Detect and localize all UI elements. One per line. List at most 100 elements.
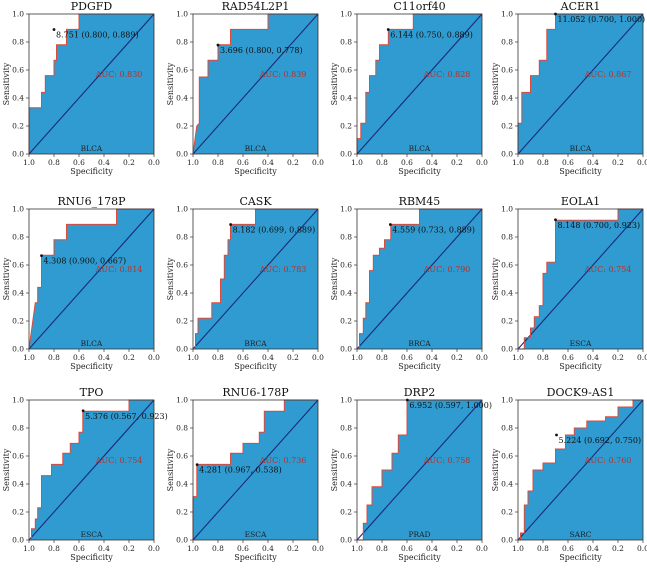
- x-tick-label: 0.8: [48, 353, 60, 362]
- y-tick-label: 0.6: [12, 261, 24, 270]
- y-tick-label: 0.4: [501, 289, 513, 298]
- y-tick-label: 0.4: [12, 289, 24, 298]
- cohort-label: BLCA: [409, 144, 431, 153]
- y-tick-label: 1.0: [340, 396, 352, 405]
- reference-diagonal: [192, 208, 319, 350]
- x-axis-label: Specificity: [234, 167, 277, 176]
- x-tick-label: 0.4: [262, 158, 274, 167]
- x-tick-label: 1.0: [23, 353, 35, 362]
- panel-title: CASK: [239, 195, 272, 208]
- plot-frame: [517, 208, 644, 350]
- y-tick-label: 0.8: [501, 38, 513, 47]
- panel-title: RBM45: [399, 195, 441, 208]
- panel-title: DOCK9-AS1: [547, 386, 615, 399]
- y-tick-label: 0.2: [501, 508, 513, 517]
- reference-diagonal: [192, 13, 319, 155]
- roc-panel: PDGFD 0.0 0.2 0.4 0.6 0.8 1.0 1.0 0.8 0.6 0.4 0.2 0.…: [2, 0, 160, 176]
- y-tick-label: 0.2: [340, 122, 352, 131]
- panel-title: DRP2: [404, 386, 436, 399]
- cutoff-point: [555, 433, 558, 437]
- x-axis-label: Specificity: [559, 167, 602, 176]
- cutoff-annotation: 6.144 (0.750, 0.889): [390, 31, 473, 40]
- roc-curve: [29, 399, 154, 541]
- y-tick-label: 0.8: [340, 424, 352, 433]
- x-tick-label: 0.6: [401, 158, 413, 167]
- reference-diagonal: [517, 13, 644, 155]
- panel-title: RAD54L2P1: [222, 0, 290, 13]
- cutoff-annotation: 8.148 (0.700, 0.923): [558, 221, 641, 230]
- x-tick-label: 0.0: [476, 158, 488, 167]
- x-tick-label: 0.2: [123, 544, 135, 553]
- cutoff-annotation: 4.281 (0.967, 0.538): [199, 466, 282, 475]
- x-tick-label: 0.8: [537, 353, 549, 362]
- x-tick-label: 0.4: [426, 544, 438, 553]
- y-tick-label: 0.0: [501, 345, 513, 354]
- y-tick-label: 0.4: [12, 480, 24, 489]
- y-tick-label: 0.6: [340, 261, 352, 270]
- x-tick-label: 0.2: [451, 353, 463, 362]
- x-tick-label: 0.0: [148, 158, 160, 167]
- y-tick-label: 0.6: [176, 261, 188, 270]
- cutoff-point: [52, 28, 56, 31]
- roc-curve: [356, 13, 482, 154]
- cutoff-point: [216, 43, 220, 47]
- x-tick-label: 0.4: [587, 353, 599, 362]
- x-tick-label: 1.0: [187, 544, 199, 553]
- y-axis-label: Sensitivity: [166, 448, 175, 491]
- cohort-label: ESCA: [81, 530, 103, 539]
- y-tick-label: 0.8: [12, 233, 24, 242]
- y-tick-label: 0.8: [176, 424, 188, 433]
- y-tick-label: 0.0: [340, 536, 352, 545]
- cohort-label: ESCA: [570, 339, 592, 348]
- x-tick-label: 0.8: [537, 158, 549, 167]
- roc-panel: CASK 0.0 0.2 0.4 0.6 0.8 1.0 1.0 0.8 0.6 0.4 0.2 0.0…: [166, 195, 324, 371]
- cutoff-annotation: 5.376 (0.567, 0.923): [85, 412, 168, 421]
- y-tick-label: 0.6: [12, 66, 24, 75]
- y-tick-label: 0.6: [12, 452, 24, 461]
- auc-label: AUC: 0.830: [95, 70, 143, 79]
- x-axis-label: Specificity: [70, 553, 113, 562]
- x-tick-label: 0.8: [376, 544, 388, 553]
- panel-title: EOLA1: [561, 195, 600, 208]
- y-tick-label: 0.8: [340, 38, 352, 47]
- y-tick-label: 1.0: [12, 396, 24, 405]
- y-tick-label: 0.8: [176, 38, 188, 47]
- y-axis-label: Sensitivity: [491, 62, 500, 105]
- roc-curve: [28, 13, 154, 154]
- auc-label: AUC: 0.828: [423, 70, 471, 79]
- y-tick-label: 0.0: [12, 536, 24, 545]
- x-tick-label: 1.0: [23, 158, 35, 167]
- x-tick-label: 1.0: [351, 158, 363, 167]
- x-tick-label: 1.0: [351, 353, 363, 362]
- reference-diagonal: [28, 13, 155, 155]
- y-tick-label: 1.0: [12, 205, 24, 214]
- x-axis-label: Specificity: [398, 553, 441, 562]
- y-tick-label: 0.4: [12, 94, 24, 103]
- y-tick-label: 0.2: [176, 317, 188, 326]
- x-tick-label: 0.4: [426, 158, 438, 167]
- plot-frame: [28, 399, 155, 541]
- y-tick-label: 0.4: [176, 480, 188, 489]
- cutoff-point: [386, 28, 390, 31]
- y-axis-label: Sensitivity: [491, 448, 500, 491]
- y-tick-label: 0.2: [12, 508, 24, 517]
- roc-panel: DRP2 0.0 0.2 0.4 0.6 0.8 1.0 1.0 0.8 0.6 0.4 0.2 0.0…: [330, 386, 492, 562]
- y-tick-label: 0.0: [176, 536, 188, 545]
- x-tick-label: 0.0: [312, 158, 324, 167]
- cohort-label: SARC: [570, 530, 592, 539]
- auc-label: AUC: 0.783: [259, 265, 307, 274]
- cutoff-annotation: 8.751 (0.800, 0.889): [56, 31, 139, 40]
- reference-diagonal: [192, 399, 319, 541]
- reference-diagonal: [517, 399, 644, 541]
- y-tick-label: 0.8: [12, 38, 24, 47]
- plot-frame: [517, 399, 644, 541]
- x-tick-label: 1.0: [187, 353, 199, 362]
- roc-panel: RNU6-178P 0.0 0.2 0.4 0.6 0.8 1.0 1.0 0.8 0.6 0.4 0…: [166, 386, 324, 562]
- y-tick-label: 0.2: [12, 317, 24, 326]
- y-tick-label: 0.2: [176, 508, 188, 517]
- y-tick-label: 0.0: [340, 150, 352, 159]
- x-axis-label: Specificity: [398, 167, 441, 176]
- x-tick-label: 0.0: [476, 353, 488, 362]
- y-tick-label: 0.0: [501, 536, 513, 545]
